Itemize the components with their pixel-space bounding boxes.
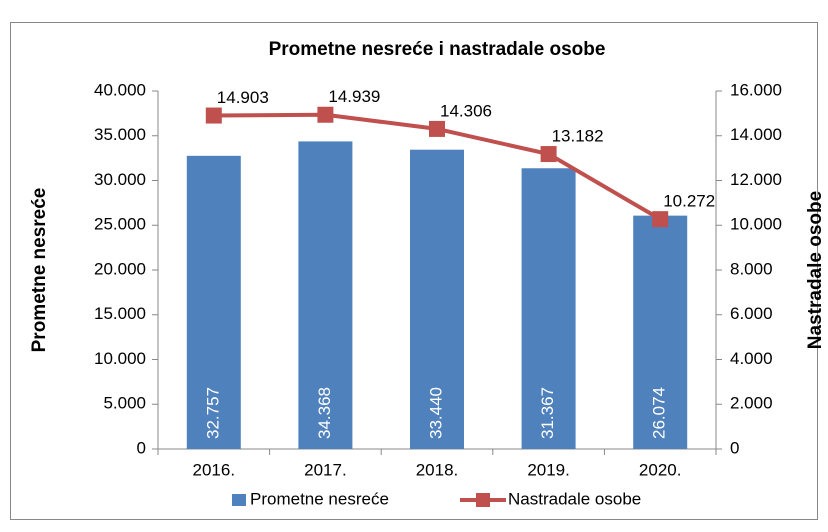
y2-tick-label: 14.000 — [730, 125, 782, 144]
y-tick-label: 25.000 — [94, 215, 146, 234]
y2-tick-label: 4.000 — [730, 349, 773, 368]
line-marker — [317, 106, 334, 123]
bar-value-label: 26.074 — [650, 387, 669, 439]
legend-swatch — [232, 494, 246, 506]
bar — [521, 168, 576, 449]
line-marker — [429, 120, 445, 137]
line-value-label: 10.272 — [663, 192, 715, 211]
y-tick-label: 10.000 — [94, 349, 146, 368]
y2-tick-label: 2.000 — [730, 394, 773, 413]
y2-tick-label: 6.000 — [730, 304, 773, 323]
y-tick-label: 0 — [137, 438, 146, 457]
bar — [186, 155, 241, 450]
x-tick-label: 2016. — [193, 460, 236, 479]
x-tick-label: 2017. — [304, 460, 347, 479]
y2-axis-title: Nastradale osobe — [805, 191, 826, 349]
y2-tick-label: 0 — [730, 438, 739, 457]
y-tick-label: 40.000 — [94, 80, 146, 99]
bar-value-label: 33.440 — [426, 387, 445, 439]
bar — [633, 215, 688, 449]
y-tick-label: 5.000 — [103, 394, 146, 413]
bar-value-label: 32.757 — [203, 387, 222, 439]
line-value-label: 13.182 — [552, 127, 604, 146]
x-tick-label: 2019. — [527, 460, 570, 479]
line-value-label: 14.939 — [328, 87, 380, 106]
line-marker — [540, 146, 557, 163]
line-value-label: 14.903 — [217, 88, 269, 107]
y-axis-title: Prometne nesreće — [29, 188, 50, 353]
y-tick-label: 35.000 — [94, 125, 146, 144]
y-tick-label: 15.000 — [94, 304, 146, 323]
y2-tick-label: 10.000 — [730, 215, 782, 234]
line-marker — [205, 107, 222, 124]
y2-tick-label: 16.000 — [730, 80, 782, 99]
chart-title: Prometne nesreće i nastradale osobe — [269, 39, 606, 60]
line-marker — [652, 211, 669, 228]
x-tick-label: 2018. — [416, 460, 459, 479]
bar — [410, 149, 464, 449]
legend-marker — [476, 493, 490, 507]
y-tick-label: 30.000 — [94, 170, 146, 189]
bar — [298, 141, 353, 449]
line-value-label: 14.306 — [440, 101, 492, 120]
x-tick-label: 2020. — [639, 460, 682, 479]
y-tick-label: 20.000 — [94, 259, 146, 278]
bar-value-label: 31.367 — [538, 387, 557, 439]
y2-tick-label: 12.000 — [730, 170, 782, 189]
legend-label: Nastradale osobe — [508, 489, 641, 508]
legend-label: Prometne nesreće — [250, 489, 389, 508]
bar-value-label: 34.368 — [315, 387, 334, 439]
y2-tick-label: 8.000 — [730, 259, 773, 278]
